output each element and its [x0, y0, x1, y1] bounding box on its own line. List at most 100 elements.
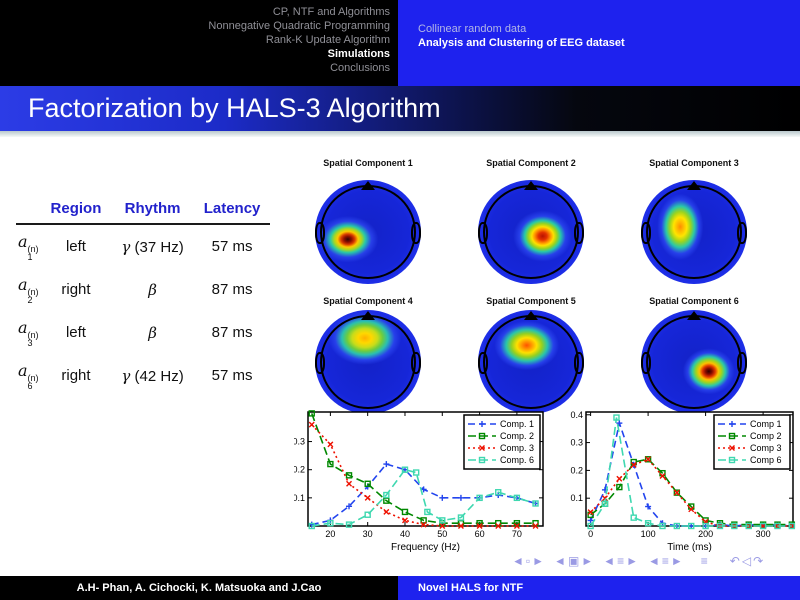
region-cell: left: [65, 238, 86, 255]
latency-cell: 87 ms: [211, 281, 253, 298]
outline-nav-item[interactable]: Nonnegative Quadratic Programming: [208, 20, 390, 32]
page-title: Factorization by HALS-3 Algorithm: [28, 93, 441, 123]
x-axis-label: Frequency (Hz): [391, 542, 460, 553]
y-tick-label: 0.2: [294, 465, 305, 475]
outline-nav-item[interactable]: Simulations: [327, 48, 390, 60]
nav-next-section-icon[interactable]: ►: [670, 554, 683, 568]
footer-bar: A.H- Phan, A. Cichocki, K. Matsuoka and …: [0, 576, 800, 600]
latency-cell: 87 ms: [211, 324, 253, 341]
nav-prev-frame-icon[interactable]: ◄: [554, 554, 566, 568]
x-tick-label: 0: [588, 529, 593, 539]
x-tick-label: 60: [475, 529, 485, 539]
x-tick-label: 100: [641, 529, 656, 539]
outline-nav-item[interactable]: Rank-K Update Algorithm: [265, 34, 390, 46]
legend-label: Comp. 1: [500, 419, 534, 429]
y-tick-label: 0.3: [570, 438, 583, 448]
series-line: [589, 417, 792, 527]
x-tick-label: 300: [756, 529, 771, 539]
head-outline: [646, 315, 742, 409]
head-outline: [483, 315, 579, 409]
time-chart: 0 100 200 300 0.1 0.2 0.3 0.4 Time (ms) Comp 1 Com…: [570, 410, 796, 553]
nav-next-subsection-icon[interactable]: ►: [626, 554, 638, 568]
head-outline: [320, 315, 416, 409]
nav-prev-section-icon[interactable]: ◄: [647, 554, 660, 568]
nav-search-icon[interactable]: ◁: [741, 554, 752, 568]
region-cell: left: [65, 324, 86, 341]
x-axis-label: Time (ms): [667, 542, 712, 553]
rhythm-cell: β: [148, 280, 157, 299]
head-outline: [483, 185, 579, 279]
y-tick-label: 0.3: [294, 437, 305, 447]
region-cell: right: [61, 367, 91, 384]
results-table: Region Rhythm Latency a (n) 1 left γ (37 Hz) 57…: [16, 196, 271, 397]
series-line: [310, 413, 536, 524]
topographic-map-3: [641, 180, 747, 284]
y-tick-label: 0.1: [570, 493, 583, 503]
nav-next-frame-icon[interactable]: ►: [581, 554, 594, 568]
outline-nav-item[interactable]: CP, NTF and Algorithms: [272, 6, 390, 18]
nav-prev-subsection-icon[interactable]: ◄: [603, 554, 616, 568]
nav-subsection-icon[interactable]: ≡: [617, 554, 625, 568]
topographic-map-2: [478, 180, 584, 284]
short-title-text: Novel HALS for NTF: [418, 582, 524, 594]
component-variable: a (n) 2: [18, 275, 39, 305]
subsection-panel: Collinear random data Analysis and Cluste…: [398, 0, 800, 86]
time-chart-container: 0 100 200 300 0.1 0.2 0.3 0.4 Time (ms) Comp 1 Com…: [542, 404, 798, 556]
table-row: a (n) 2 right β 87 ms: [16, 268, 270, 311]
subsection-nav: Collinear random data Analysis and Cluste…: [418, 22, 625, 50]
nav-appendix-icon[interactable]: ≡: [700, 554, 708, 568]
nav-prev-slide-icon[interactable]: ◄: [512, 554, 524, 568]
table-row: a (n) 3 left β 87 ms: [16, 311, 270, 354]
nav-next-slide-icon[interactable]: ►: [532, 554, 545, 568]
x-tick-label: 40: [400, 529, 410, 539]
spatial-component-label: Spatial Component 3: [649, 158, 739, 168]
y-tick-label: 0.1: [294, 493, 305, 503]
footer-short-title: Novel HALS for NTF: [398, 576, 800, 600]
frequency-chart-container: 20 30 40 50 60 70 0.1 0.2 0.3 Frequency (Hz) Comp.…: [294, 404, 550, 556]
navigation-symbols: ◄ ▫ ► ◄ ▣ ► ◄ ≡ ► ◄ ≡ ► ≡ ↶ ◁ ↷: [512, 554, 800, 570]
x-tick-label: 50: [437, 529, 447, 539]
head-outline: [646, 185, 742, 279]
table-corner: [16, 196, 41, 225]
component-variable: a (n) 6: [18, 361, 39, 391]
legend-box: [463, 414, 541, 470]
nav-slide-icon[interactable]: ▫: [525, 554, 531, 568]
y-tick-label: 0.4: [570, 410, 583, 420]
rhythm-cell: γ (42 Hz): [121, 366, 184, 385]
table-row: a (n) 6 right γ (42 Hz) 57 ms: [16, 354, 270, 397]
column-header: Rhythm: [111, 196, 194, 225]
subsection-nav-item[interactable]: Collinear random data: [418, 23, 527, 35]
nav-section-icon[interactable]: ≡: [661, 554, 669, 568]
frequency-chart: 20 30 40 50 60 70 0.1 0.2 0.3 Frequency (Hz) Comp.…: [294, 410, 544, 553]
topographic-map-5: [478, 310, 584, 414]
topographic-map-4: [315, 310, 421, 414]
outline-nav-item[interactable]: Conclusions: [330, 62, 390, 74]
topographic-map-1: [315, 180, 421, 284]
spatial-component-label: Spatial Component 6: [649, 296, 739, 306]
nav-forward-icon[interactable]: ↷: [753, 554, 764, 568]
nav-frame-icon[interactable]: ▣: [567, 554, 580, 568]
x-tick-label: 200: [698, 529, 713, 539]
legend-label: Comp. 2: [500, 431, 534, 441]
column-header: Region: [40, 196, 112, 225]
subsection-nav-item[interactable]: Analysis and Clustering of EEG dataset: [418, 37, 625, 49]
nav-back-icon[interactable]: ↶: [729, 554, 740, 568]
spatial-component-label: Spatial Component 2: [486, 158, 576, 168]
title-separator: [0, 131, 800, 137]
legend-label: Comp. 3: [500, 443, 534, 453]
x-tick-label: 30: [363, 529, 373, 539]
legend-box: [713, 414, 791, 470]
component-variable: a (n) 1: [18, 232, 39, 262]
footer-authors: A.H- Phan, A. Cichocki, K. Matsuoka and …: [0, 576, 398, 600]
y-tick-label: 0.2: [570, 465, 583, 475]
head-outline: [320, 185, 416, 279]
legend-label: Comp 3: [750, 443, 782, 453]
rhythm-cell: γ (37 Hz): [121, 237, 184, 256]
topographic-map-6: [641, 310, 747, 414]
legend-label: Comp 6: [750, 455, 782, 465]
x-tick-label: 20: [325, 529, 335, 539]
table-row: a (n) 1 left γ (37 Hz) 57 ms: [16, 224, 270, 268]
column-header: Latency: [193, 196, 271, 225]
legend-label: Comp 1: [750, 419, 782, 429]
